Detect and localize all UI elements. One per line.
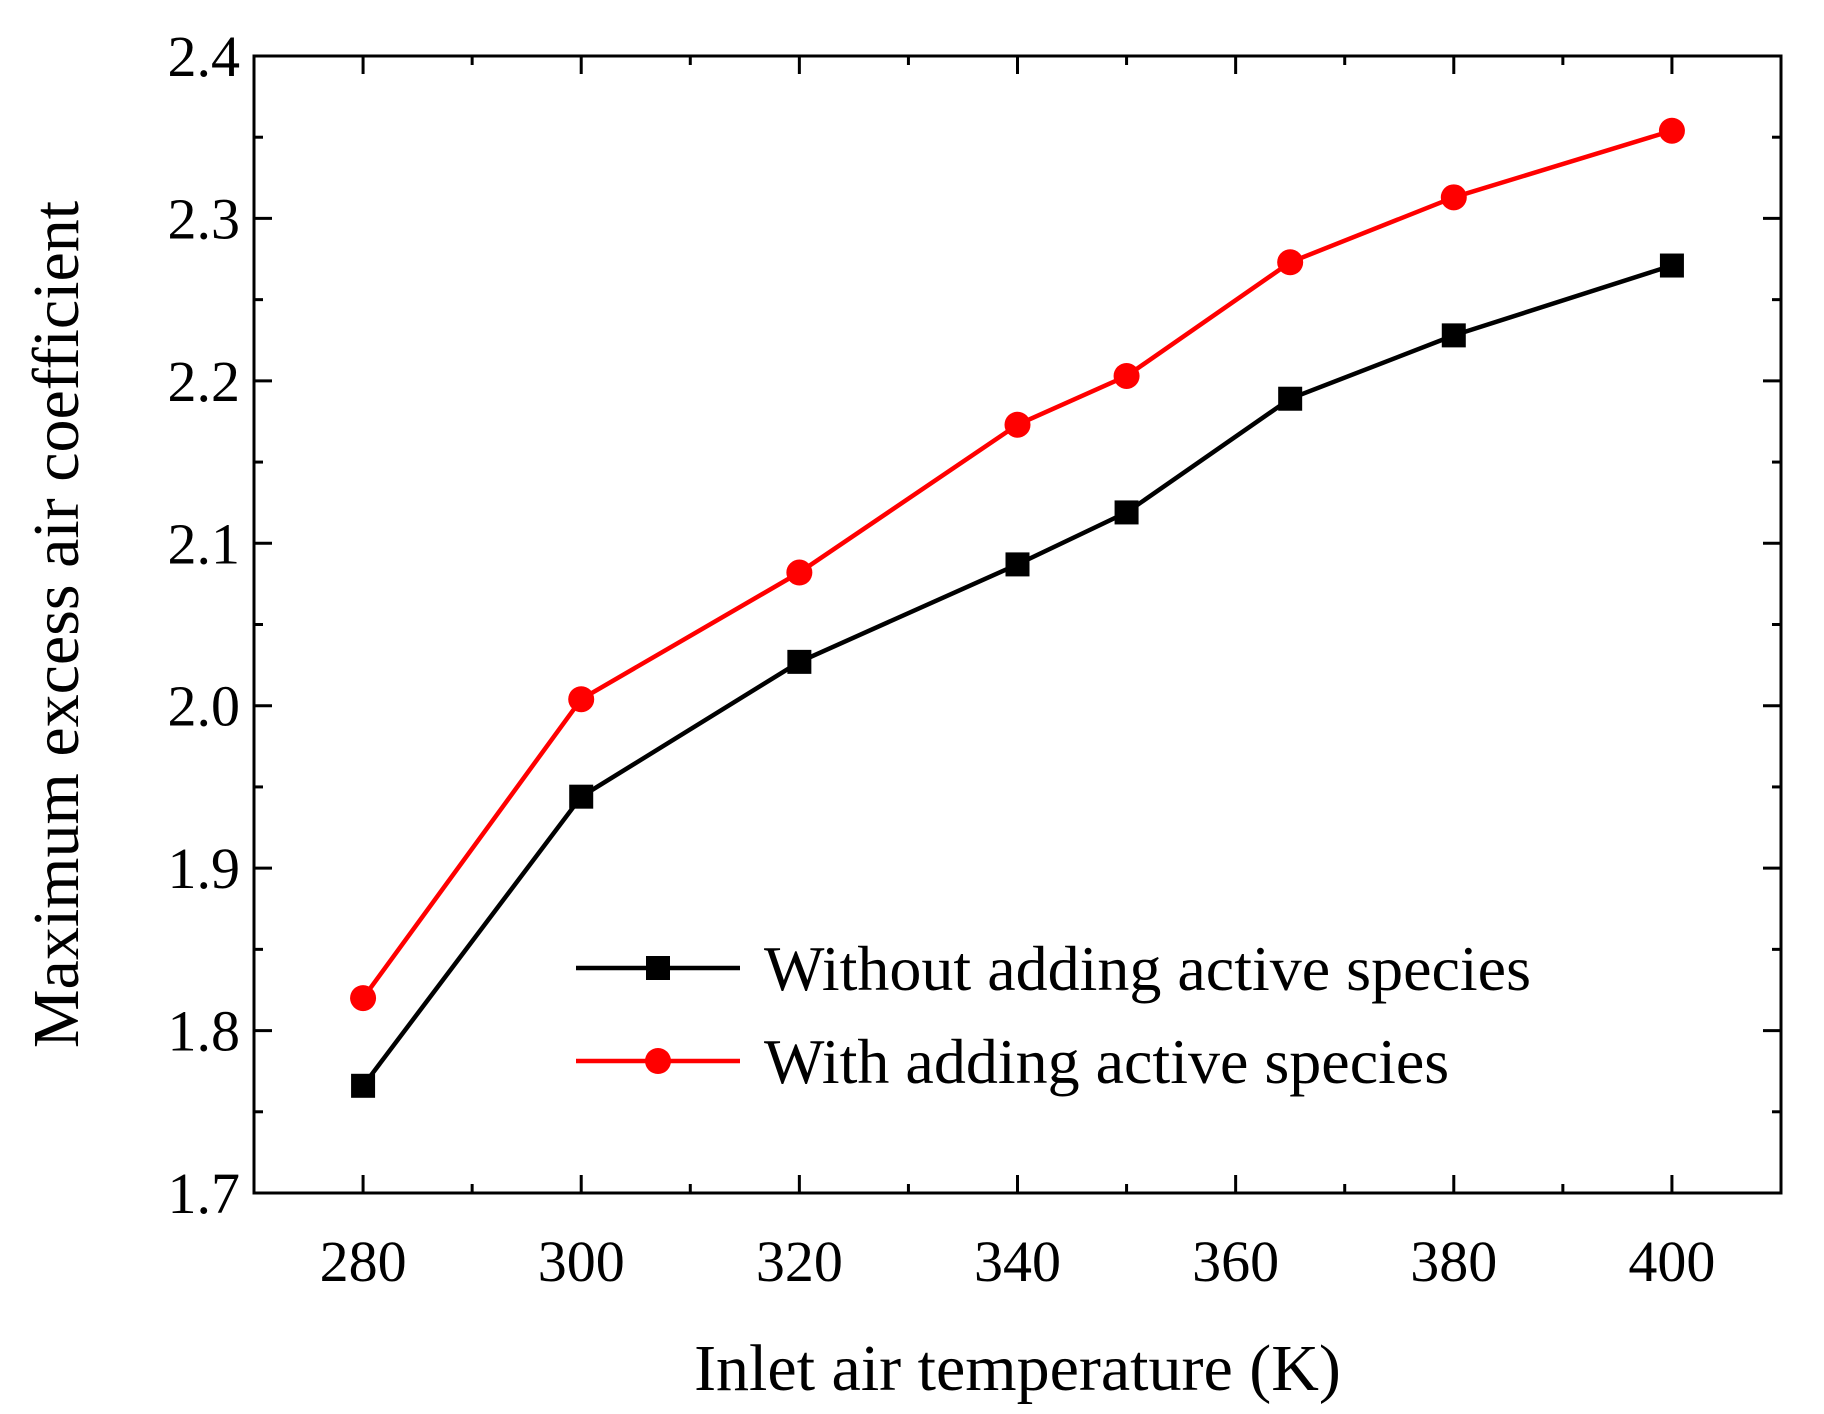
x-tick-label: 340 bbox=[974, 1229, 1061, 1294]
y-axis-label: Maximum excess air coefficient bbox=[20, 201, 93, 1048]
data-point bbox=[1440, 184, 1467, 211]
legend-marker bbox=[645, 1048, 671, 1074]
data-point bbox=[1441, 323, 1466, 348]
data-point bbox=[351, 1073, 376, 1098]
data-point bbox=[1277, 249, 1304, 276]
x-tick-label: 400 bbox=[1628, 1229, 1715, 1294]
series-layer bbox=[350, 117, 1685, 1098]
data-point bbox=[1659, 253, 1684, 278]
data-point bbox=[1004, 411, 1031, 438]
y-tick-label: 2.4 bbox=[168, 24, 241, 89]
legend-label: Without adding active species bbox=[764, 933, 1531, 1004]
data-point bbox=[568, 686, 595, 713]
y-tick-label: 1.7 bbox=[168, 1161, 241, 1226]
legend-label: With adding active species bbox=[764, 1026, 1449, 1097]
y-tick-label: 2.0 bbox=[168, 674, 241, 739]
series-2 bbox=[350, 117, 1685, 1012]
x-tick-label: 280 bbox=[320, 1229, 407, 1294]
x-tick-label: 360 bbox=[1192, 1229, 1279, 1294]
x-tick-label: 300 bbox=[538, 1229, 625, 1294]
data-point bbox=[569, 784, 594, 809]
data-point bbox=[787, 649, 812, 674]
axis-ticks bbox=[254, 54, 1781, 1195]
x-axis-label: Inlet air temperature (K) bbox=[694, 1332, 1341, 1405]
data-point bbox=[1113, 362, 1140, 389]
plot-frame bbox=[252, 54, 1783, 1195]
series-line bbox=[361, 263, 1673, 1088]
data-point bbox=[1278, 386, 1303, 411]
data-point bbox=[350, 985, 377, 1012]
data-point bbox=[1114, 500, 1139, 525]
y-tick-label: 1.9 bbox=[168, 836, 241, 901]
data-point bbox=[1005, 552, 1030, 577]
x-tick-label: 380 bbox=[1410, 1229, 1497, 1294]
legend-item-2: With adding active species bbox=[576, 1026, 1449, 1097]
y-tick-label: 1.8 bbox=[168, 999, 241, 1064]
series-line bbox=[361, 128, 1673, 1000]
series-1 bbox=[351, 253, 1684, 1098]
y-tick-label: 2.3 bbox=[168, 186, 241, 251]
y-tick-label: 2.1 bbox=[168, 511, 241, 576]
legend-marker bbox=[646, 956, 670, 980]
y-tick-label: 2.2 bbox=[168, 349, 241, 414]
legend-item-1: Without adding active species bbox=[576, 933, 1531, 1004]
data-point bbox=[786, 559, 813, 586]
legend: Without adding active species With adding… bbox=[576, 933, 1531, 1097]
tick-labels: 280 300 320 340 360 380 400 1.7 1.8 1.9 2.0 2.1 2.2 2… bbox=[168, 24, 1716, 1294]
x-tick-label: 320 bbox=[756, 1229, 843, 1294]
data-point bbox=[1658, 117, 1685, 144]
